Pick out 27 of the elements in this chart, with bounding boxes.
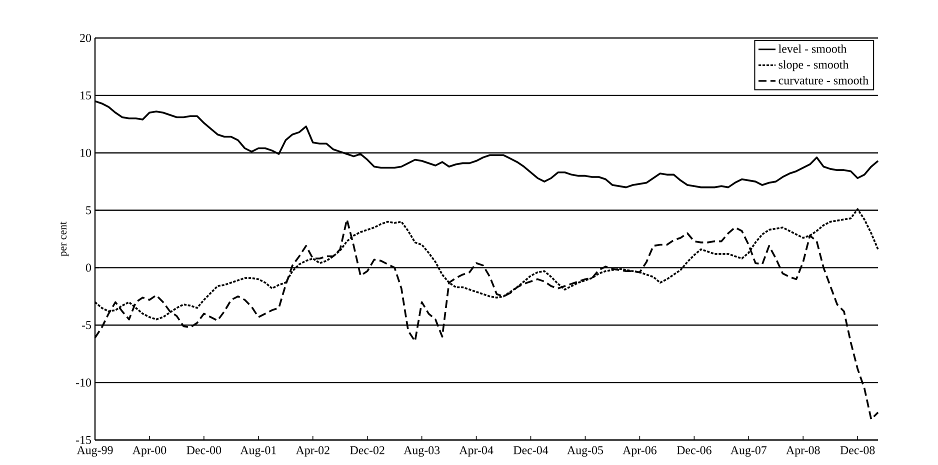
y-tick-label: -10 (76, 378, 92, 387)
x-tick-label: Aug-05 (567, 446, 604, 457)
y-axis-title: per cent (60, 222, 69, 256)
y-tick-label: 15 (80, 91, 92, 100)
legend-label: slope - smooth (778, 60, 849, 72)
y-tick-label: -15 (76, 436, 92, 444)
x-tick-label: Apr-00 (132, 446, 166, 457)
x-tick-label: Dec-08 (840, 446, 875, 454)
x-tick-label: Dec-00 (186, 446, 222, 454)
x-tick-label: Dec-02 (350, 446, 384, 454)
x-tick-label: Aug-03 (404, 446, 440, 457)
y-tick-label: 10 (80, 148, 92, 157)
y-tick-label: 5 (86, 206, 92, 214)
x-tick-label: Aug-01 (240, 446, 276, 457)
x-tick-label: Aug-07 (730, 446, 767, 457)
x-tick-label: Apr-02 (296, 446, 330, 457)
legend-label: level - smooth (778, 44, 847, 53)
y-tick-label: 0 (86, 264, 92, 272)
x-tick-label: Dec-06 (676, 446, 712, 454)
y-tick-label: 20 (80, 34, 92, 42)
x-tick-label: Apr-08 (786, 446, 820, 457)
legend-label: curvature - smooth (778, 76, 868, 84)
x-tick-label: Apr-06 (622, 446, 656, 457)
y-tick-label: -5 (82, 321, 92, 330)
x-tick-label: Dec-04 (514, 446, 548, 454)
x-tick-label: Apr-04 (459, 446, 494, 457)
x-tick-label: Aug-99 (76, 446, 113, 457)
